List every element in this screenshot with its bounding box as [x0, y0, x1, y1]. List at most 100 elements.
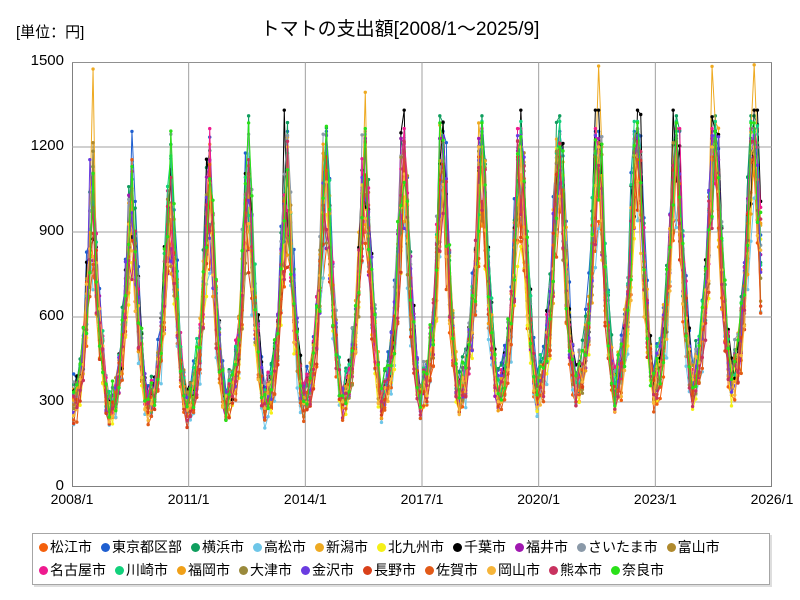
series-marker	[632, 237, 636, 241]
series-marker	[554, 216, 559, 221]
legend-item[interactable]: 横浜市	[191, 540, 244, 554]
series-marker	[710, 145, 714, 149]
series-marker	[149, 414, 154, 419]
series-marker	[733, 373, 737, 377]
series-marker	[266, 414, 270, 419]
legend-item[interactable]: 富山市	[666, 540, 720, 554]
series-marker	[101, 370, 105, 375]
series-marker	[110, 379, 115, 383]
series-marker	[590, 271, 594, 276]
series-marker	[233, 362, 238, 367]
series-marker	[694, 354, 698, 359]
series-marker	[146, 418, 150, 423]
series-marker	[282, 277, 286, 282]
series-marker	[224, 418, 228, 423]
series-marker	[282, 172, 286, 176]
series-marker	[438, 249, 442, 253]
series-marker	[415, 385, 419, 390]
x-tick-label: 2026/1	[750, 491, 794, 507]
series-marker	[554, 120, 559, 125]
legend-item[interactable]: 千葉市	[453, 540, 506, 554]
legend-item[interactable]: 岡山市	[487, 563, 540, 577]
series-marker	[389, 377, 393, 381]
legend-item[interactable]: 新潟市	[315, 540, 368, 554]
legend-label: 千葉市	[464, 539, 506, 555]
series-marker	[237, 338, 241, 342]
series-marker	[467, 366, 471, 370]
series-marker	[402, 219, 406, 224]
series-marker	[91, 171, 95, 176]
series-marker	[626, 289, 630, 294]
series-marker	[133, 199, 137, 204]
series-marker	[314, 304, 319, 308]
series-marker	[72, 413, 76, 418]
series-marker	[350, 383, 355, 387]
series-marker	[195, 393, 199, 397]
series-marker	[629, 170, 633, 175]
series-marker	[596, 227, 601, 231]
series-marker	[515, 241, 520, 245]
legend-item[interactable]: 熊本市	[549, 563, 602, 577]
series-marker	[742, 324, 747, 328]
series-marker	[525, 313, 530, 318]
series-marker	[639, 181, 643, 185]
legend-item[interactable]: 高松市	[253, 540, 306, 554]
series-marker	[107, 415, 111, 419]
legend-item[interactable]: 松江市	[39, 540, 92, 554]
series-marker	[720, 282, 724, 287]
series-marker	[344, 384, 348, 388]
series-marker	[583, 314, 588, 319]
series-marker	[752, 108, 756, 112]
legend-item[interactable]: 北九州市	[377, 540, 444, 554]
legend-item[interactable]: 東京都区部	[101, 540, 182, 554]
series-marker	[522, 234, 526, 239]
series-marker	[259, 365, 264, 370]
series-marker	[486, 295, 491, 299]
series-marker	[285, 265, 290, 269]
series-marker	[240, 249, 244, 253]
series-marker	[75, 391, 79, 396]
series-marker	[489, 331, 494, 335]
series-marker	[292, 340, 296, 345]
legend-item[interactable]: 金沢市	[301, 563, 354, 577]
legend-item[interactable]: 川崎市	[115, 563, 168, 577]
series-marker	[198, 382, 202, 386]
series-marker	[661, 317, 666, 321]
series-marker	[570, 388, 575, 392]
series-marker	[165, 184, 170, 189]
series-marker	[723, 278, 727, 282]
series-marker	[619, 333, 624, 337]
legend-item[interactable]: 福井市	[515, 540, 568, 554]
series-marker	[502, 392, 507, 396]
series-marker	[386, 377, 390, 382]
series-marker	[246, 121, 251, 125]
series-marker	[256, 350, 261, 354]
series-marker	[208, 229, 212, 233]
legend-item[interactable]: 大津市	[239, 563, 292, 577]
legend-item[interactable]: 佐賀市	[425, 563, 478, 577]
series-marker	[752, 196, 756, 200]
series-marker	[204, 294, 209, 299]
series-marker	[629, 219, 633, 223]
series-marker	[551, 231, 555, 235]
series-marker	[298, 401, 303, 405]
series-marker	[473, 313, 478, 317]
legend-item[interactable]: 長野市	[363, 563, 416, 577]
legend-item[interactable]: 福岡市	[177, 563, 230, 577]
series-marker	[204, 203, 209, 207]
series-marker	[658, 382, 662, 386]
series-marker	[580, 380, 585, 384]
legend-marker-icon	[363, 565, 372, 575]
series-marker	[710, 214, 714, 219]
series-marker	[259, 406, 264, 410]
series-marker	[415, 355, 419, 360]
series-marker	[169, 272, 173, 276]
legend-item[interactable]: 奈良市	[611, 563, 664, 577]
series-marker	[626, 308, 630, 312]
legend-item[interactable]: さいたま市	[577, 540, 658, 554]
legend-item[interactable]: 名古屋市	[39, 563, 106, 577]
series-marker	[694, 347, 698, 351]
series-marker	[253, 326, 257, 331]
series-marker	[460, 405, 465, 409]
series-marker	[745, 243, 750, 248]
